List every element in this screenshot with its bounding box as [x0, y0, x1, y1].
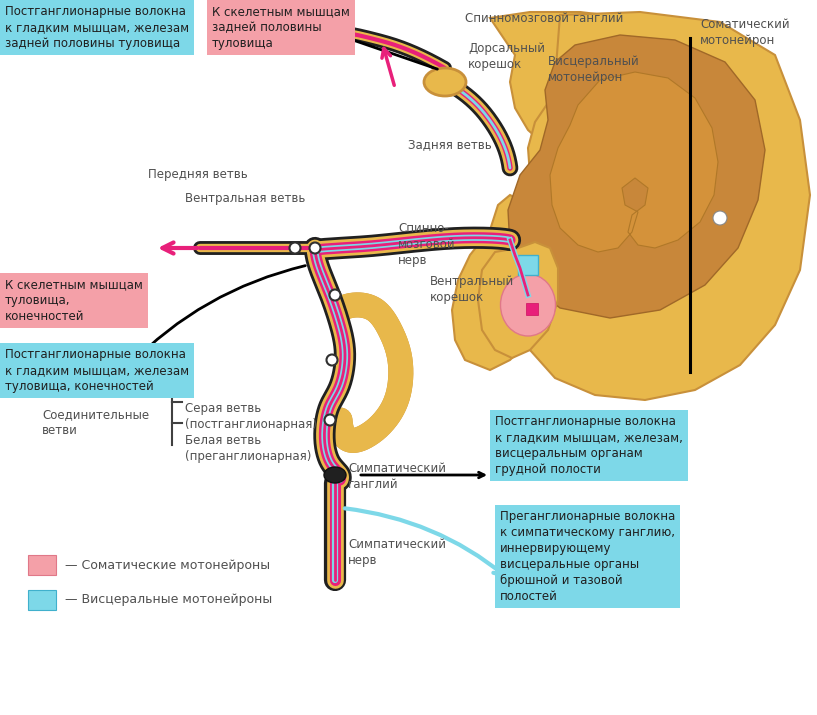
Text: Преганглионарные волокна
к симпатическому ганглию,
иннервирующему
висцеральные о: Преганглионарные волокна к симпатическом… [500, 510, 675, 603]
Text: Симпатический
ганглий: Симпатический ганглий [348, 462, 446, 491]
Circle shape [289, 242, 301, 254]
Text: Вентральная ветвь: Вентральная ветвь [185, 192, 306, 205]
Polygon shape [510, 12, 810, 400]
Ellipse shape [324, 467, 346, 483]
Circle shape [713, 211, 727, 225]
Text: Постганглионарные волокна
к гладким мышцам, железам
задней половины туловища: Постганглионарные волокна к гладким мышц… [5, 5, 189, 50]
Polygon shape [452, 195, 548, 370]
Polygon shape [550, 72, 718, 252]
Text: Вентральный
корешок: Вентральный корешок [430, 275, 514, 304]
Circle shape [324, 415, 336, 425]
Polygon shape [508, 35, 765, 318]
FancyBboxPatch shape [518, 255, 538, 275]
Text: Спинно-
мозговой
нерв: Спинно- мозговой нерв [398, 222, 456, 267]
Text: — Висцеральные мотонейроны: — Висцеральные мотонейроны [65, 593, 272, 606]
Circle shape [327, 355, 337, 365]
Text: Соматический
мотонейрон: Соматический мотонейрон [700, 18, 789, 47]
Text: Висцеральный
мотонейрон: Висцеральный мотонейрон [548, 55, 640, 84]
Ellipse shape [501, 274, 556, 336]
Polygon shape [490, 12, 710, 162]
FancyBboxPatch shape [526, 303, 538, 315]
Text: — Соматические мотонейроны: — Соматические мотонейроны [65, 558, 270, 571]
FancyBboxPatch shape [28, 590, 56, 610]
Text: Спинномозговой ганглий: Спинномозговой ганглий [465, 12, 623, 25]
Text: Соединительные
ветви: Соединительные ветви [42, 408, 150, 437]
Text: Симпатический
нерв: Симпатический нерв [348, 538, 446, 567]
Text: Передняя ветвь: Передняя ветвь [148, 168, 248, 181]
Text: Задняя ветвь: Задняя ветвь [408, 138, 492, 151]
Text: Дорсальный
корешок: Дорсальный корешок [468, 42, 545, 71]
FancyBboxPatch shape [28, 555, 56, 575]
Text: Постганглионарные волокна
к гладким мышцам, железам
туловища, конечностей: Постганглионарные волокна к гладким мышц… [5, 348, 189, 393]
Text: К скелетным мышцам
задней половины
туловища: К скелетным мышцам задней половины тулов… [212, 5, 350, 50]
Polygon shape [478, 242, 558, 358]
Text: К скелетным мышцам
туловища,
конечностей: К скелетным мышцам туловища, конечностей [5, 278, 143, 323]
Circle shape [329, 290, 341, 300]
Text: Серая ветвь
(постганглионарная)
Белая ветвь
(преганглионарная): Серая ветвь (постганглионарная) Белая ве… [185, 402, 317, 463]
Ellipse shape [424, 68, 466, 96]
Text: Постганглионарные волокна
к гладким мышцам, железам,
висцеральным органам
грудно: Постганглионарные волокна к гладким мышц… [495, 415, 683, 476]
Circle shape [310, 242, 320, 254]
